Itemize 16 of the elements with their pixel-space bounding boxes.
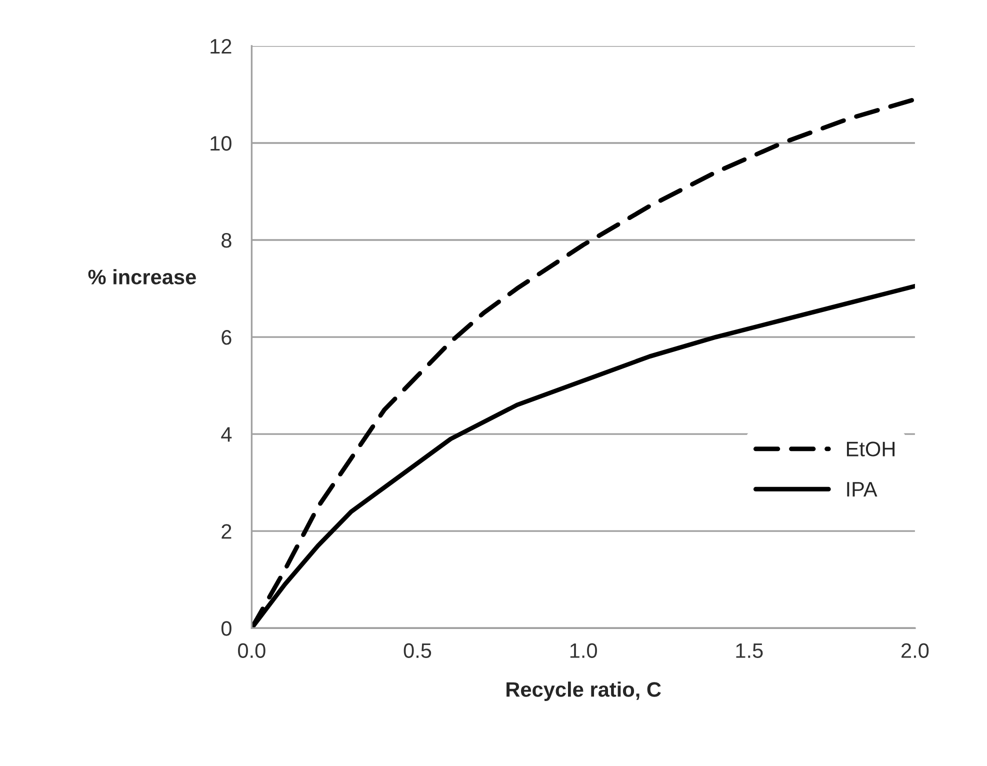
y-axis-title: % increase: [88, 269, 196, 284]
legend-label: EtOH: [846, 442, 894, 456]
y-tick-label: 6: [222, 330, 232, 345]
x-tick-label: 0.5: [404, 643, 432, 658]
y-tick-label: 4: [221, 427, 232, 442]
x-tick-label: 0.0: [238, 643, 266, 658]
x-tick-label: 1.0: [570, 643, 597, 658]
y-tick-label: 10: [210, 136, 232, 151]
y-tick-label: 12: [210, 38, 232, 54]
x-tick-label: 1.5: [736, 643, 763, 658]
y-tick-label: 8: [222, 233, 232, 248]
y-tick-label: 2: [222, 524, 232, 539]
y-tick-label: 0: [221, 621, 232, 636]
x-axis-title: Recycle ratio, C: [506, 682, 661, 701]
x-tick-label: 2.0: [902, 643, 929, 658]
legend-label: IPA: [847, 482, 878, 496]
